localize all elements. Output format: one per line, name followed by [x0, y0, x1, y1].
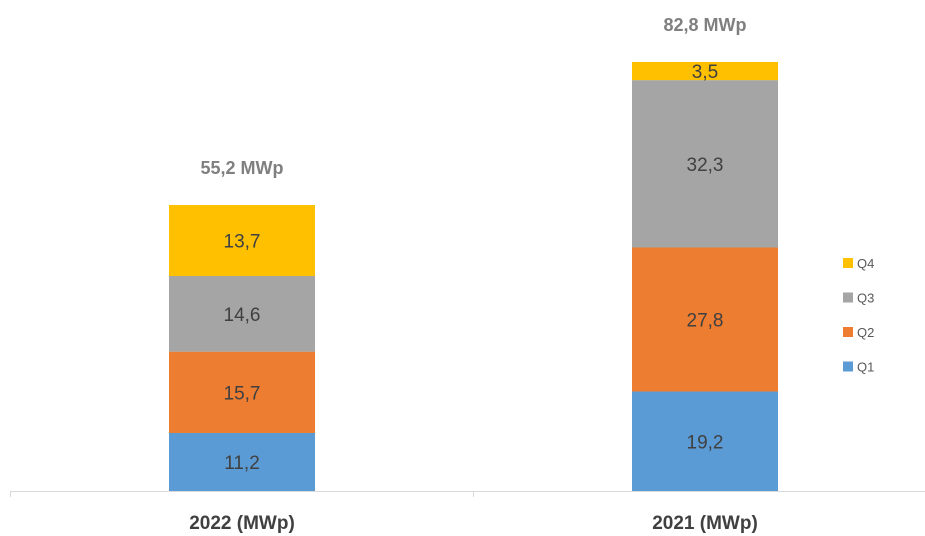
legend: Q4 Q3 Q2 Q1 [843, 256, 874, 375]
data-label-q3-1: 14,6 [224, 305, 261, 326]
legend-label-q3: Q3 [857, 291, 874, 306]
legend-label-q1: Q1 [857, 360, 874, 375]
bar-segment-q4-2 [632, 62, 778, 81]
legend-swatch-q1 [843, 361, 853, 372]
data-label-q3-2: 32,3 [687, 155, 724, 176]
legend-label-q2: Q2 [857, 325, 874, 340]
total-labels-layer: 55,2 MWp 82,8 MWp [200, 15, 746, 178]
data-label-q1-2: 19,2 [687, 432, 724, 453]
legend-swatch-q4 [843, 258, 853, 268]
data-label-q4-1: 13,7 [224, 231, 261, 252]
x-axis: 2022 (MWp) 2021 (MWp) [10, 491, 925, 534]
bars-layer [169, 62, 778, 491]
legend-swatch-q2 [843, 327, 853, 337]
data-label-q1-1: 11,2 [224, 453, 260, 474]
bar-segment-q2-1 [169, 351, 315, 433]
bar-segment-q3-2 [632, 80, 778, 248]
data-label-q2-2: 27,8 [687, 311, 724, 332]
category-label-2: 2021 (MWp) [652, 513, 758, 534]
legend-swatch-q3 [843, 292, 853, 303]
bar-segment-q4-1 [169, 205, 315, 276]
segment-labels-layer: 11,2 15,7 14,6 13,7 19,2 27,8 32,3 3,5 [224, 62, 724, 474]
bar-segment-q3-1 [169, 275, 315, 352]
bar-segment-q2-2 [632, 247, 778, 392]
bar-segment-q1-2 [632, 391, 778, 491]
legend-label-q4: Q4 [857, 256, 874, 271]
data-label-q2-1: 15,7 [224, 383, 261, 404]
category-label-1: 2022 (MWp) [189, 513, 295, 534]
total-label-1: 55,2 MWp [200, 158, 283, 178]
data-label-q4-2: 3,5 [692, 62, 718, 83]
total-label-2: 82,8 MWp [663, 15, 746, 35]
bar-segment-q1-1 [169, 432, 315, 491]
